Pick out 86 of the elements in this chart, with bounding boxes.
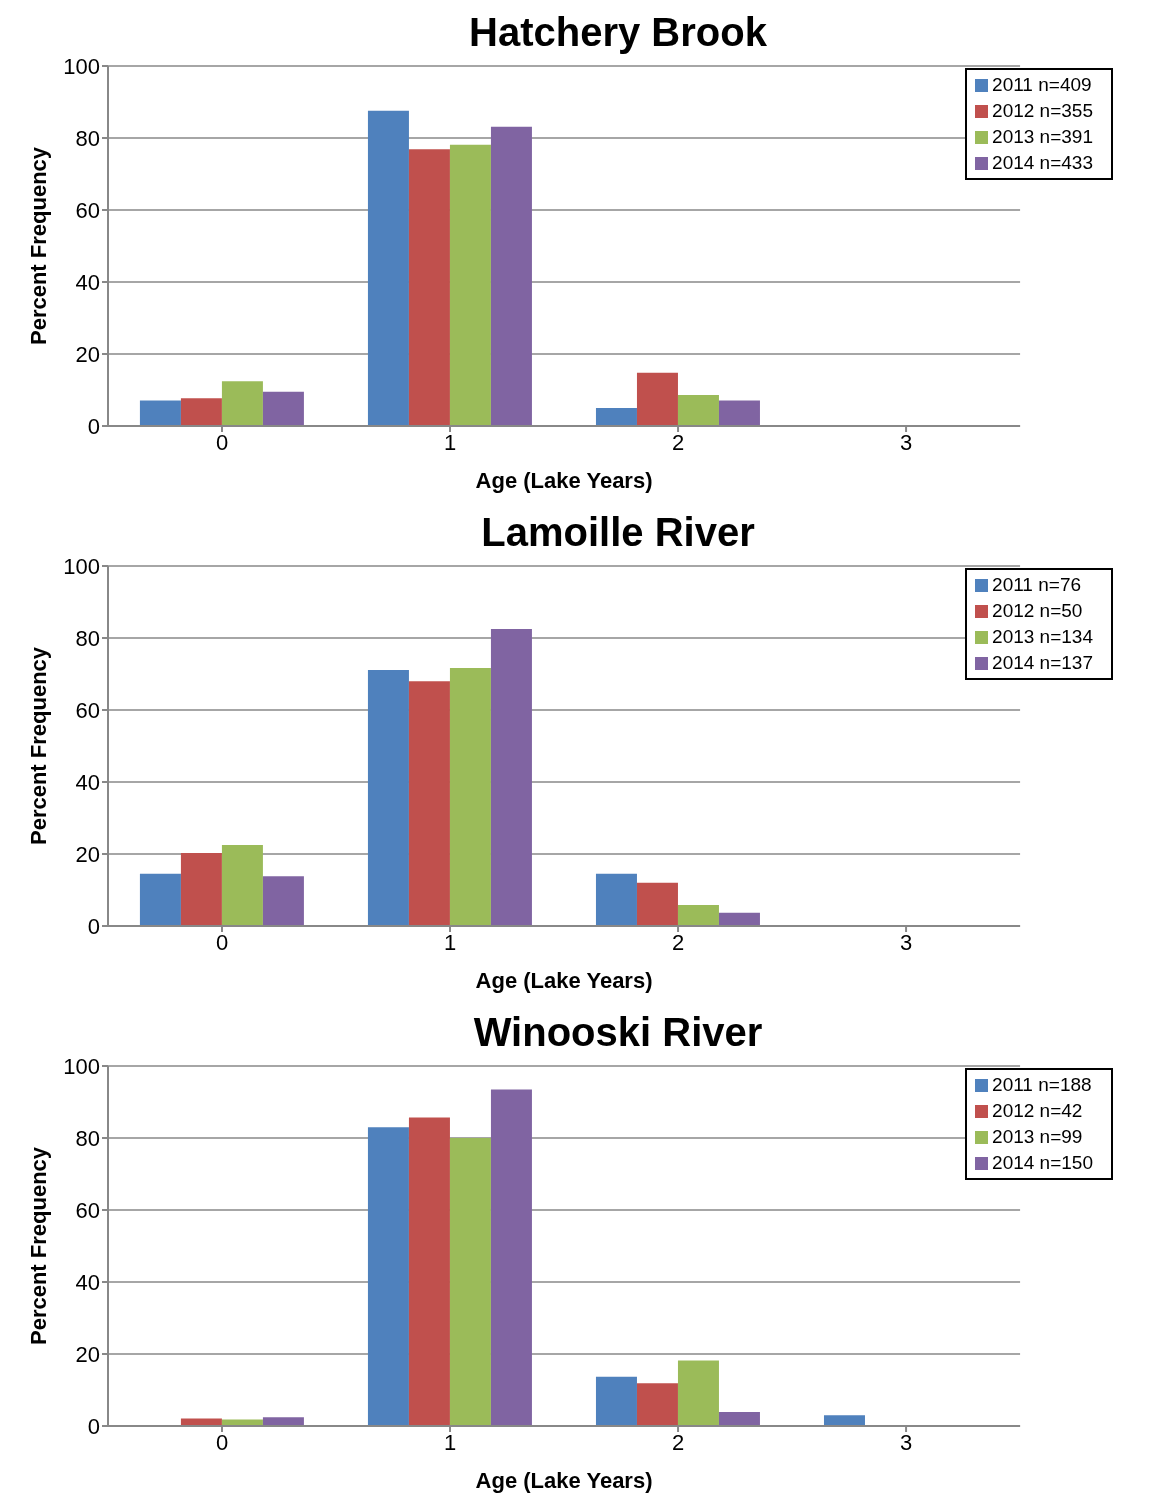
- y-tick-label: 80: [75, 125, 100, 151]
- bar: [262, 876, 304, 926]
- y-tick-label: 40: [75, 1269, 100, 1295]
- bar: [180, 852, 222, 926]
- legend-label: 2011 n=409: [992, 74, 1092, 95]
- y-tick-label: 80: [75, 1125, 100, 1151]
- y-tick-label: 40: [75, 269, 100, 295]
- legend-label: 2012 n=50: [992, 600, 1083, 621]
- y-tick-label: 0: [87, 913, 100, 939]
- x-tick-label: 3: [899, 929, 913, 955]
- legend-label: 2011 n=188: [992, 1074, 1092, 1095]
- bar: [408, 1117, 450, 1426]
- x-tick-label: 0: [215, 929, 229, 955]
- legend-label: 2012 n=42: [992, 1100, 1083, 1121]
- bar: [677, 1360, 719, 1426]
- bar: [718, 400, 760, 426]
- bar: [490, 126, 532, 426]
- x-axis-title: Age (Lake Years): [475, 468, 653, 493]
- bar: [367, 670, 409, 926]
- bar: [490, 629, 532, 926]
- y-tick-label: 60: [75, 197, 100, 223]
- y-axis-title: Percent Frequency: [25, 646, 51, 846]
- bar: [490, 1089, 532, 1426]
- bar: [449, 667, 491, 926]
- y-tick-label: 100: [63, 53, 100, 79]
- bar: [139, 873, 181, 926]
- bar: [595, 873, 637, 926]
- chart-title: Lamoille River: [481, 510, 755, 554]
- bar: [367, 1127, 409, 1426]
- y-tick-label: 0: [87, 1413, 100, 1439]
- y-tick-label: 80: [75, 625, 100, 651]
- bar: [636, 1383, 678, 1426]
- x-tick-label: 2: [671, 929, 685, 955]
- y-axis-title: Percent Frequency: [25, 1146, 51, 1346]
- x-tick-label: 2: [671, 1429, 685, 1455]
- y-tick-label: 60: [75, 697, 100, 723]
- y-tick-label: 20: [75, 841, 100, 867]
- legend-label: 2013 n=391: [992, 126, 1093, 147]
- y-tick-label: 20: [75, 341, 100, 367]
- bar: [595, 1376, 637, 1426]
- legend-label: 2013 n=134: [992, 626, 1093, 647]
- bar: [677, 905, 719, 926]
- bar: [408, 681, 450, 926]
- legend-label: 2013 n=99: [992, 1126, 1083, 1147]
- x-tick-label: 0: [215, 429, 229, 455]
- y-tick-label: 40: [75, 769, 100, 795]
- y-tick-label: 20: [75, 1341, 100, 1367]
- x-tick-label: 1: [443, 1429, 457, 1455]
- bar: [636, 882, 678, 926]
- legend-label: 2014 n=137: [992, 652, 1093, 673]
- chart-title: Hatchery Brook: [469, 10, 767, 54]
- legend-label: 2014 n=433: [992, 152, 1093, 173]
- bar: [449, 144, 491, 426]
- x-tick-label: 2: [671, 429, 685, 455]
- bar: [677, 395, 719, 426]
- bar: [408, 149, 450, 426]
- bar: [221, 845, 263, 926]
- legend-label: 2012 n=355: [992, 100, 1093, 121]
- bar: [139, 400, 181, 426]
- bar: [595, 408, 637, 426]
- bar: [221, 381, 263, 426]
- bar: [262, 1417, 304, 1426]
- x-tick-label: 1: [443, 929, 457, 955]
- x-tick-label: 1: [443, 429, 457, 455]
- bar: [718, 1411, 760, 1426]
- y-tick-label: 60: [75, 1197, 100, 1223]
- legend-label: 2014 n=150: [992, 1152, 1093, 1173]
- chart-title: Winooski River: [473, 1010, 763, 1054]
- bar: [718, 912, 760, 926]
- y-tick-label: 100: [63, 1053, 100, 1079]
- x-axis-title: Age (Lake Years): [475, 1468, 653, 1493]
- legend-label: 2011 n=76: [992, 574, 1082, 595]
- y-tick-label: 100: [63, 553, 100, 579]
- x-tick-label: 3: [899, 1429, 913, 1455]
- x-tick-label: 0: [215, 1429, 229, 1455]
- x-axis-title: Age (Lake Years): [475, 968, 653, 993]
- y-tick-label: 0: [87, 413, 100, 439]
- bar: [823, 1415, 865, 1426]
- bar: [367, 110, 409, 426]
- bar: [449, 1138, 491, 1426]
- y-axis-title: Percent Frequency: [25, 146, 51, 346]
- bar: [180, 398, 222, 426]
- bar: [180, 1418, 222, 1426]
- bar: [636, 372, 678, 426]
- bar: [262, 391, 304, 426]
- x-tick-label: 3: [899, 429, 913, 455]
